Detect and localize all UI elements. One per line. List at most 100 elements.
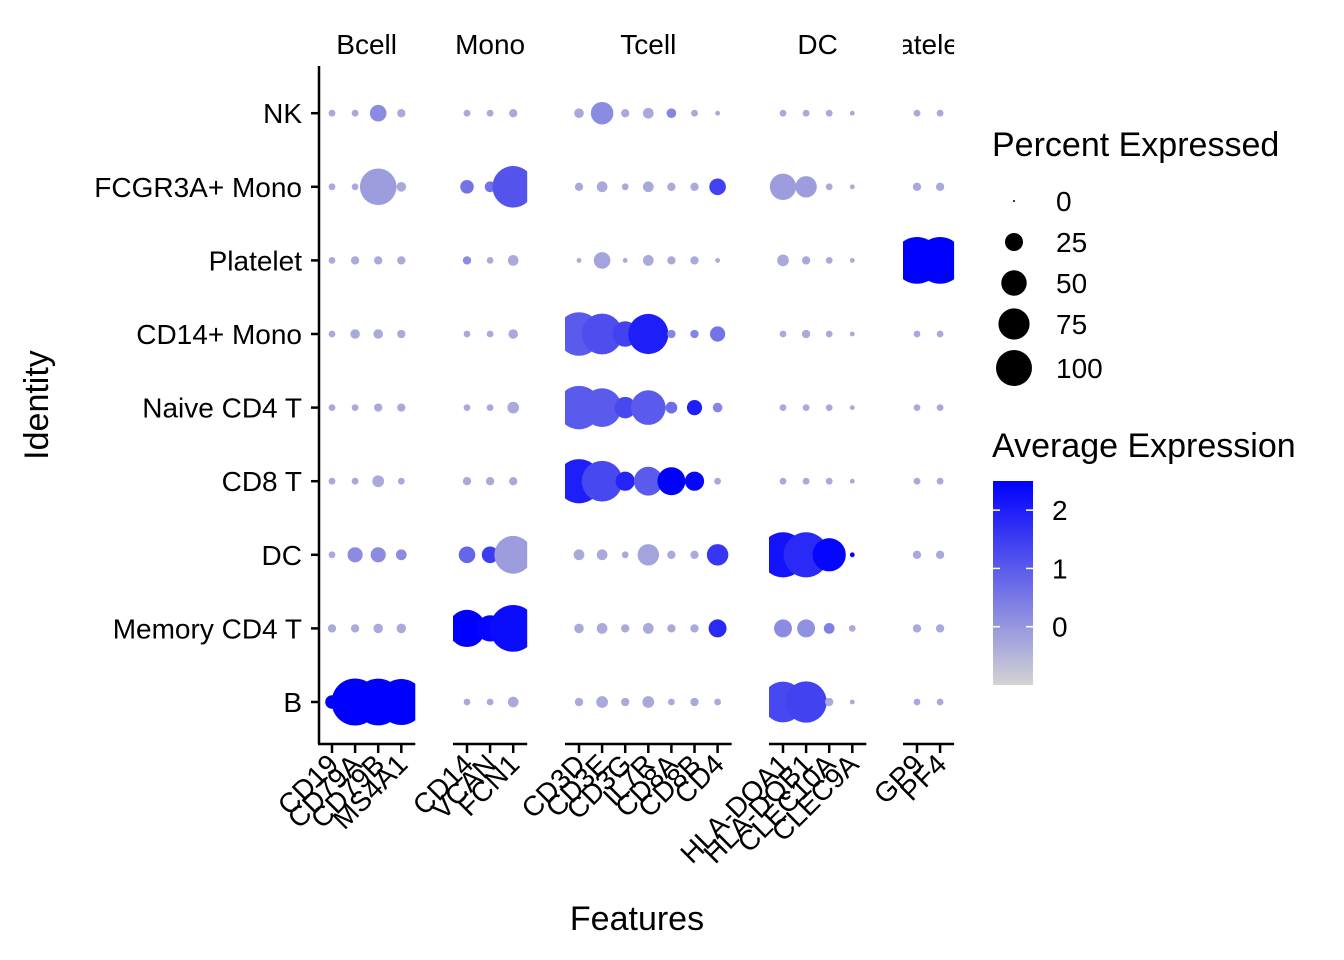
- dot-CD14-CD14+-Mono: [463, 330, 471, 338]
- colorbar-label: 2: [1052, 495, 1068, 526]
- dot-CLEC9A-DC: [849, 552, 855, 558]
- dot-CD14-B: [463, 698, 471, 706]
- group-label-DC: DC: [797, 29, 837, 60]
- dot-IL7R-FCGR3A+-Mono: [642, 181, 654, 193]
- group-label-Mono: Mono: [455, 29, 525, 60]
- dot-CLEC10A-NK: [825, 109, 833, 117]
- dot-CD19-Naive-CD4-T: [328, 404, 336, 411]
- dot-CD19-DC: [328, 551, 336, 559]
- dot-CD4-DC: [706, 544, 729, 566]
- dot-CD8B-Memory-CD4-T: [690, 624, 699, 633]
- group-label-Bcell: Bcell: [336, 29, 397, 60]
- legend-percent-expressed: Percent Expressed 0 25 50 75 100: [992, 126, 1279, 386]
- dot-HLA-DQA1-Memory-CD4-T: [774, 619, 792, 638]
- dot-CLEC10A-DC: [812, 538, 846, 572]
- dot-CD4-FCGR3A+-Mono: [709, 178, 726, 196]
- dot-CD3G-Memory-CD4-T: [621, 624, 630, 633]
- dot-CD8A-CD14+-Mono: [667, 329, 676, 339]
- dot-GP9-DC: [912, 550, 922, 559]
- dot-CD8A-NK: [666, 108, 677, 118]
- legend-size-dot: [998, 308, 1030, 340]
- dot-CLEC10A-Platelet: [825, 257, 833, 264]
- dot-CLEC10A-Memory-CD4-T: [823, 623, 835, 634]
- dot-CD8A-FCGR3A+-Mono: [667, 182, 676, 191]
- dot-CD3D-DC: [573, 549, 585, 561]
- dot-CD8A-Naive-CD4-T: [665, 401, 678, 414]
- dot-IL7R-B: [642, 696, 655, 708]
- y-tick-label: CD8 T: [222, 466, 302, 497]
- legend-color-title: Average Expression: [992, 427, 1296, 465]
- dot-CD3G-DC: [621, 551, 629, 559]
- legend-size-title: Percent Expressed: [992, 126, 1279, 164]
- dot-HLA-DQA1-NK: [779, 109, 787, 117]
- dot-CLEC9A-CD8-T: [849, 478, 855, 484]
- dot-PF4-CD14+-Mono: [936, 330, 944, 338]
- dot-CD8A-Memory-CD4-T: [667, 624, 676, 633]
- dot-CD14-NK: [463, 109, 471, 117]
- group-labels: Bcell Mono Tcell DC atele: [336, 29, 959, 60]
- dot-VCAN-Platelet: [486, 257, 494, 264]
- dot-HLA-DQB1-CD14+-Mono: [801, 329, 811, 339]
- dot-FCN1-CD14+-Mono: [508, 329, 518, 339]
- dot-CD3E-CD14+-Mono: [581, 313, 623, 355]
- colorbar-label: 0: [1052, 612, 1068, 643]
- dot-CD3G-B: [621, 697, 630, 707]
- group-label-atele: atele: [898, 29, 959, 60]
- dot-CLEC9A-Platelet: [849, 258, 855, 263]
- dot-GP9-CD14+-Mono: [913, 330, 921, 338]
- dot-CD3G-CD8-T: [615, 471, 635, 491]
- dot-CD79B-Memory-CD4-T: [373, 623, 384, 634]
- dot-CD3D-B: [574, 697, 584, 707]
- dot-FCN1-CD8-T: [509, 477, 518, 486]
- dot-HLA-DQA1-Naive-CD4-T: [779, 404, 787, 411]
- dot-MS4A1-CD8-T: [397, 477, 405, 485]
- dot-CD14-FCGR3A+-Mono: [460, 180, 474, 194]
- dot-VCAN-CD14+-Mono: [486, 330, 494, 338]
- dot-HLA-DQB1-CD8-T: [802, 477, 810, 485]
- dot-VCAN-CD8-T: [485, 477, 495, 486]
- dot-CD14-Memory-CD4-T: [453, 609, 486, 647]
- dot-CD8B-CD14+-Mono: [690, 329, 699, 339]
- dot-CD3D-Memory-CD4-T: [574, 623, 584, 634]
- dot-HLA-DQB1-Platelet: [801, 256, 811, 265]
- dot-GP9-B: [913, 698, 921, 706]
- legend-size-dot: [1005, 233, 1023, 251]
- dot-GP9-FCGR3A+-Mono: [912, 182, 922, 191]
- dot-GP9-CD8-T: [913, 477, 921, 485]
- y-tick-label: Naive CD4 T: [142, 393, 302, 424]
- facet-Tcell: [565, 101, 729, 708]
- dot-CD79B-NK: [369, 104, 387, 122]
- dot-CD3E-NK: [590, 101, 614, 125]
- dot-MS4A1-Memory-CD4-T: [396, 623, 407, 634]
- facet-DC: [769, 109, 856, 723]
- dot-CD4-Naive-CD4-T: [712, 402, 723, 413]
- dot-MS4A1-FCGR3A+-Mono: [396, 182, 407, 192]
- dot-FCN1-B: [507, 696, 519, 708]
- dot-CD14-DC: [458, 546, 476, 564]
- dot-CD79B-CD8-T: [372, 475, 385, 488]
- dot-VCAN-DC: [481, 546, 499, 564]
- dot-CD3E-DC: [596, 549, 608, 561]
- dot-HLA-DQA1-CD14+-Mono: [779, 330, 787, 338]
- y-axis: B Memory CD4 T DC CD8 T Naive CD4 T CD14+ Mon…: [94, 66, 321, 744]
- y-tick-label: Memory CD4 T: [113, 613, 302, 644]
- dot-CD14-Naive-CD4-T: [463, 404, 471, 411]
- dot-FCN1-Memory-CD4-T: [489, 605, 528, 652]
- dot-CD8A-DC: [667, 550, 676, 559]
- dot-CD3E-B: [596, 696, 608, 708]
- dot-CD3E-FCGR3A+-Mono: [596, 181, 608, 193]
- dot-CD19-CD14+-Mono: [328, 330, 336, 338]
- y-tick-label: NK: [263, 98, 302, 129]
- dot-CD8A-CD8-T: [657, 467, 686, 496]
- legend-average-expression: Average Expression 0 1 2: [992, 427, 1296, 685]
- dot-CD4-Memory-CD4-T: [708, 619, 727, 638]
- y-tick-label: Platelet: [209, 245, 303, 276]
- dot-CD8A-Platelet: [667, 256, 676, 265]
- dot-PF4-Naive-CD4-T: [936, 404, 944, 411]
- legend-size-label: 25: [1056, 227, 1087, 258]
- legend-size-dot: [1001, 270, 1027, 296]
- dot-CD79A-DC: [347, 547, 363, 563]
- colorbar-label: 1: [1052, 553, 1068, 584]
- dot-CLEC9A-Naive-CD4-T: [849, 405, 855, 410]
